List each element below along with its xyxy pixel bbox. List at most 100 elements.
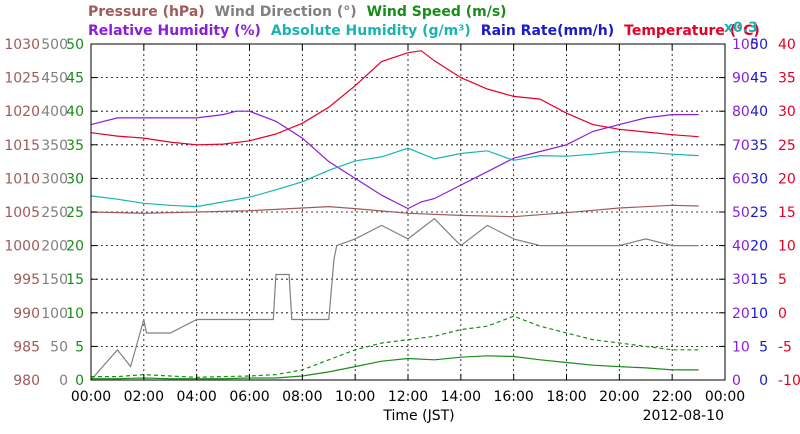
legend-entry: Wind Speed (m/s) (367, 4, 507, 20)
x-tick-label: 12:00 (388, 389, 428, 405)
humidity-tick-label: 60 (732, 171, 750, 187)
rain-rate-tick-label: 15 (750, 272, 768, 288)
humidity-tick-label: 90 (732, 71, 750, 87)
pressure-tick-label: 1015 (4, 138, 40, 154)
x-axis-label: Time (JST) (382, 408, 454, 424)
wind-speed-tick-label: 30 (66, 171, 84, 187)
y-axes: 9809859909951000100510101015102010251030… (4, 37, 800, 389)
pressure-tick-label: 995 (13, 272, 40, 288)
temperature-tick-label: 0 (778, 306, 787, 322)
humidity-tick-label: 80 (732, 104, 750, 120)
wind-direction-tick-label: 50 (50, 339, 68, 355)
wind-direction-tick-label: 100 (41, 306, 68, 322)
pressure-tick-label: 990 (13, 306, 40, 322)
pressure-tick-label: 985 (13, 339, 40, 355)
rain-rate-tick-label: 50 (750, 37, 768, 53)
legend-entry: Pressure (hPa) (88, 4, 205, 20)
date-label: 2012-08-10 (643, 408, 724, 424)
x-tick-label: 16:00 (493, 389, 533, 405)
temperature-tick-label: 15 (778, 205, 796, 221)
series-line-pressure (90, 204, 699, 218)
temperature-tick-label: 10 (778, 239, 796, 255)
x-tick-label: 08:00 (282, 389, 322, 405)
humidity-tick-label: 100 (732, 37, 759, 53)
rain-rate-tick-label: 20 (750, 239, 768, 255)
series-line-wind-speed (91, 355, 699, 380)
legend: Pressure (hPa) Wind Direction (°) Wind Spe… (88, 4, 760, 39)
wind-direction-tick-label: 300 (41, 171, 68, 187)
pressure-tick-label: 980 (13, 373, 40, 389)
pressure-tick-label: 1010 (4, 171, 40, 187)
temperature-tick-label: -10 (778, 373, 800, 389)
x-tick-label: 22:00 (652, 389, 692, 405)
legend-entry: Rain Rate(mm/h) (481, 23, 614, 39)
wind-direction-tick-label: 150 (41, 272, 68, 288)
wind-direction-tick-label: 200 (41, 239, 68, 255)
temperature-tick-label: 20 (778, 171, 796, 187)
legend-entry: Wind Direction (°) (215, 4, 357, 20)
wind-direction-tick-label: 0 (59, 373, 68, 389)
rain-rate-tick-label: 30 (750, 171, 768, 187)
x-tick-label: 00:00 (71, 389, 111, 405)
legend-entry: Temperature (°C) (624, 23, 760, 39)
wind-direction-tick-label: 450 (41, 71, 68, 87)
series-line-wind-speed-dashed (91, 315, 699, 378)
humidity-tick-label: 0 (732, 373, 741, 389)
x-tick-label: 06:00 (229, 389, 269, 405)
series-line-temperature (90, 50, 699, 146)
wind-speed-tick-label: 20 (66, 239, 84, 255)
wind-speed-tick-label: 50 (66, 37, 84, 53)
series-line-absolute-humidity (90, 147, 699, 208)
humidity-tick-label: 30 (732, 272, 750, 288)
x-tick-label: 14:00 (441, 389, 481, 405)
wind-speed-tick-label: 35 (66, 138, 84, 154)
wind-direction-tick-label: 250 (41, 205, 68, 221)
x-tick-label: 02:00 (124, 389, 164, 405)
x-tick-label: 04:00 (176, 389, 216, 405)
x-axis: 00:00 02:00 04:00 06:00 08:00 10:00 12:00 14:00… (71, 44, 745, 405)
wind-speed-tick-label: 10 (66, 306, 84, 322)
wind-direction-tick-label: 500 (41, 37, 68, 53)
pressure-tick-label: 1025 (4, 71, 40, 87)
pressure-tick-label: 1030 (4, 37, 40, 53)
temperature-tick-label: 5 (778, 272, 787, 288)
wind-speed-tick-label: 0 (75, 373, 84, 389)
rain-rate-tick-label: 10 (750, 306, 768, 322)
wind-speed-tick-label: 40 (66, 104, 84, 120)
legend-note: x0.3 (724, 20, 758, 36)
wind-speed-tick-label: 5 (75, 339, 84, 355)
pressure-tick-label: 1005 (4, 205, 40, 221)
pressure-tick-label: 1020 (4, 104, 40, 120)
rain-rate-tick-label: 45 (750, 71, 768, 87)
wind-speed-tick-label: 25 (66, 205, 84, 221)
humidity-tick-label: 40 (732, 239, 750, 255)
wind-speed-tick-label: 45 (66, 71, 84, 87)
temperature-tick-label: 40 (778, 37, 796, 53)
legend-entry: Absolute Humidity (g/m³) (271, 23, 471, 39)
series-line-relative-humidity (90, 110, 699, 210)
pressure-tick-label: 1000 (4, 239, 40, 255)
wind-direction-tick-label: 350 (41, 138, 68, 154)
rain-rate-tick-label: 25 (750, 205, 768, 221)
humidity-tick-label: 70 (732, 138, 750, 154)
wind-direction-tick-label: 400 (41, 104, 68, 120)
x-tick-label: 18:00 (546, 389, 586, 405)
temperature-tick-label: -5 (778, 339, 792, 355)
series-line-wind-direction (90, 217, 699, 381)
humidity-tick-label: 50 (732, 205, 750, 221)
legend-entry: Relative Humidity (%) (88, 23, 261, 39)
x-tick-label: 00:00 (705, 389, 745, 405)
rain-rate-tick-label: 35 (750, 138, 768, 154)
humidity-tick-label: 20 (732, 306, 750, 322)
temperature-tick-label: 30 (778, 104, 796, 120)
temperature-tick-label: 35 (778, 71, 796, 87)
humidity-tick-label: 10 (732, 339, 750, 355)
rain-rate-tick-label: 40 (750, 104, 768, 120)
wind-speed-tick-label: 15 (66, 272, 84, 288)
series-group (90, 50, 699, 381)
rain-rate-tick-label: 0 (759, 373, 768, 389)
rain-rate-tick-label: 5 (759, 339, 768, 355)
x-tick-label: 20:00 (599, 389, 639, 405)
